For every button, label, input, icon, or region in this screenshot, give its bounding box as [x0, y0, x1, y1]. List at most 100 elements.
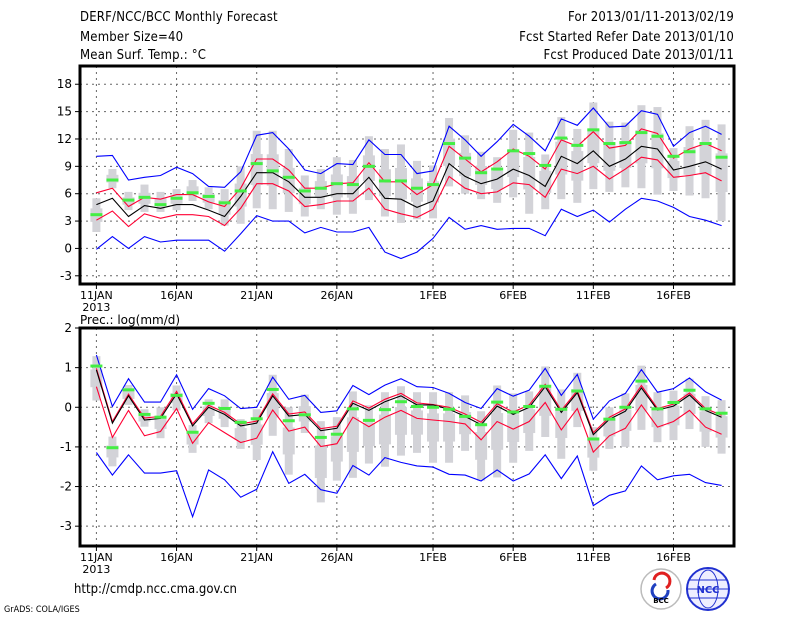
- observed-marker: [459, 156, 472, 160]
- observed-marker: [266, 169, 279, 173]
- range-box: [443, 138, 456, 166]
- produced-date: Fcst Produced Date 2013/01/11: [543, 48, 734, 63]
- range-box: [362, 155, 375, 181]
- observed-marker: [539, 163, 552, 167]
- observed-marker: [619, 405, 632, 409]
- range-box: [539, 170, 552, 193]
- observed-marker: [715, 411, 728, 415]
- observed-marker: [282, 175, 295, 179]
- observed-marker: [106, 446, 119, 450]
- observed-marker: [394, 179, 407, 183]
- observed-marker: [154, 415, 167, 419]
- range-box: [234, 183, 247, 207]
- range-box: [651, 133, 664, 169]
- observed-marker: [330, 432, 343, 436]
- observed-marker: [170, 393, 183, 397]
- observed-marker: [90, 364, 103, 368]
- range-box: [475, 165, 488, 185]
- range-box: [202, 406, 215, 416]
- plot-frame: [78, 64, 736, 286]
- observed-marker: [218, 201, 231, 205]
- range-box: [507, 414, 520, 442]
- x-tick-label: 11FEB: [576, 551, 611, 564]
- range-box: [491, 170, 504, 190]
- x-tick-label: 26JAN: [320, 289, 353, 302]
- observed-marker: [138, 195, 151, 199]
- range-box: [619, 409, 632, 431]
- series-line-lower: [95, 386, 722, 454]
- series-line-max: [95, 354, 722, 421]
- range-box: [475, 432, 488, 460]
- observed-marker: [475, 423, 488, 427]
- x-tick-label: 6FEB: [499, 289, 527, 302]
- range-box: [667, 405, 680, 426]
- plot-frame: [78, 326, 736, 548]
- observed-marker: [154, 203, 167, 207]
- observed-marker: [362, 418, 375, 422]
- x-year-label: 2013: [82, 563, 110, 576]
- observed-marker: [234, 189, 247, 193]
- x-tick-label: 11JAN: [80, 289, 113, 302]
- observed-marker: [507, 149, 520, 153]
- range-box: [250, 424, 263, 445]
- observed-marker: [138, 412, 151, 416]
- series-line-min: [95, 450, 722, 519]
- range-box: [330, 436, 343, 462]
- observed-marker: [266, 387, 279, 391]
- range-box: [202, 193, 215, 203]
- range-box: [683, 146, 696, 175]
- x-tick-label: 16JAN: [160, 289, 193, 302]
- y-tick-label: 3: [64, 214, 72, 228]
- observed-marker: [202, 194, 215, 198]
- y-tick-label: -3: [60, 519, 72, 533]
- observed-marker: [443, 407, 456, 411]
- observed-marker: [507, 410, 520, 414]
- observed-marker: [635, 131, 648, 135]
- range-box: [394, 407, 407, 435]
- range-box: [443, 413, 456, 442]
- range-box: [491, 413, 504, 450]
- observed-marker: [651, 134, 664, 138]
- range-box: [106, 445, 119, 458]
- observed-marker: [491, 167, 504, 171]
- y-tick-label: 0: [64, 241, 72, 255]
- observed-marker: [170, 196, 183, 200]
- prec-chart-title: Prec.: log(mm/d): [80, 313, 180, 327]
- observed-marker: [314, 186, 327, 190]
- observed-marker: [427, 405, 440, 409]
- observed-marker: [362, 164, 375, 168]
- observed-marker: [282, 419, 295, 423]
- range-box: [154, 416, 167, 429]
- observed-marker: [202, 401, 215, 405]
- observed-marker: [330, 182, 343, 186]
- range-box: [411, 178, 423, 202]
- x-tick-label: 11JAN: [80, 551, 113, 564]
- observed-marker: [683, 150, 696, 154]
- y-tick-label: -2: [60, 480, 72, 494]
- observed-marker: [90, 213, 103, 217]
- observed-marker: [298, 189, 311, 193]
- range-box: [555, 141, 568, 175]
- x-tick-label: 11FEB: [576, 289, 611, 302]
- observed-marker: [122, 198, 135, 202]
- range-box: [234, 428, 247, 440]
- range-box: [90, 369, 103, 388]
- range-box: [603, 419, 616, 437]
- observed-marker: [234, 420, 247, 424]
- observed-marker: [378, 408, 391, 412]
- range-box: [715, 153, 728, 193]
- x-tick-label: 1FEB: [419, 289, 447, 302]
- range-box: [555, 410, 568, 438]
- source-url[interactable]: http://cmdp.ncc.cma.gov.cn: [74, 582, 237, 597]
- observed-marker: [106, 178, 119, 182]
- range-box: [346, 417, 359, 452]
- observed-marker: [314, 435, 327, 439]
- series-line-upper: [96, 128, 722, 208]
- y-tick-label: 1: [64, 361, 72, 375]
- range-box: [378, 169, 391, 197]
- range-box: [330, 174, 343, 198]
- x-tick-label: 26JAN: [320, 551, 353, 564]
- start-date: Fcst Started Refer Date 2013/01/10: [519, 30, 734, 45]
- observed-marker: [699, 407, 712, 411]
- series-line-lower: [96, 156, 722, 228]
